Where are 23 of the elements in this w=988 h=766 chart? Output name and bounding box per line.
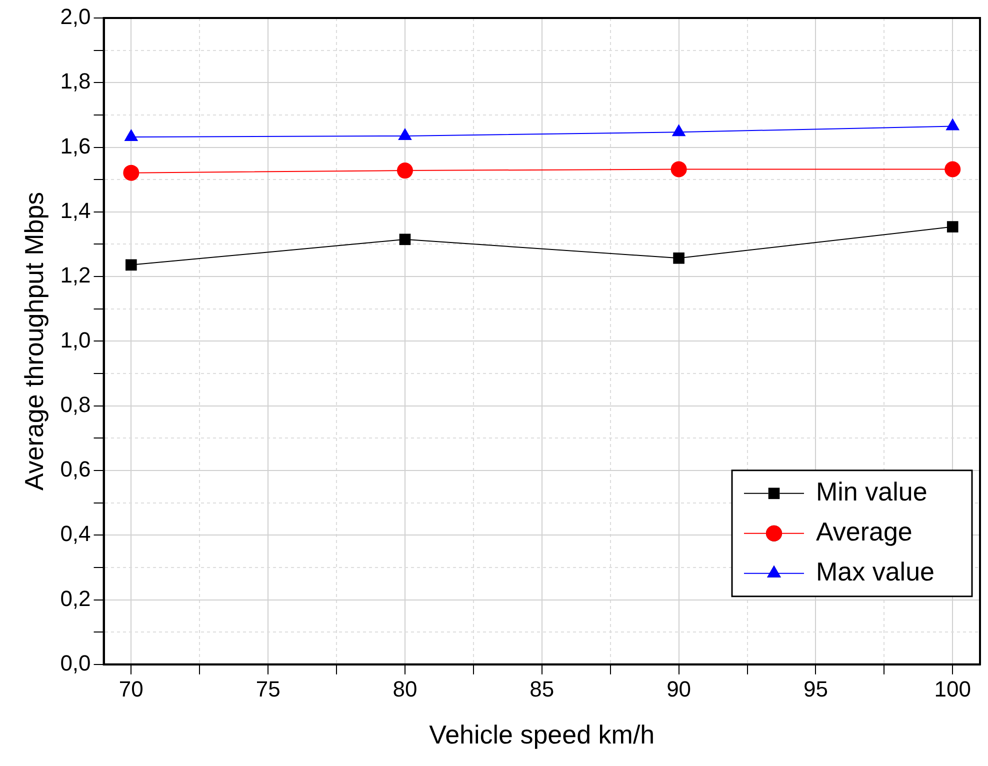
y-tick-label: 0,4 [60,521,91,546]
legend-label: Average [816,516,912,547]
y-tick-label: 1,8 [60,68,91,94]
y-tick-label: 2,0 [60,4,91,30]
x-tick-label: 100 [934,676,971,702]
legend-label: Min value [816,476,928,507]
x-tick-label: 75 [256,676,280,702]
x-tick-label: 90 [666,676,692,702]
y-tick-label: 1,0 [60,327,91,352]
y-tick-label: 0,2 [60,586,91,611]
y-tick-label: 0,0 [60,650,91,676]
x-tick-label: 70 [118,676,144,702]
y-tick-label: 0,6 [60,456,91,482]
y-tick-label: 1,6 [60,133,91,158]
y-axis-title: Average throughput Mbps [18,192,49,491]
x-tick-label: 80 [392,676,418,702]
x-tick-label: 95 [803,676,828,702]
legend-label: Max value [816,556,934,587]
y-tick-label: 1,2 [60,262,91,288]
y-tick-label: 1,4 [60,198,91,223]
x-tick-label: 85 [530,676,554,702]
y-tick-label: 0,8 [60,392,91,417]
x-axis-title: Vehicle speed km/h [429,720,655,750]
